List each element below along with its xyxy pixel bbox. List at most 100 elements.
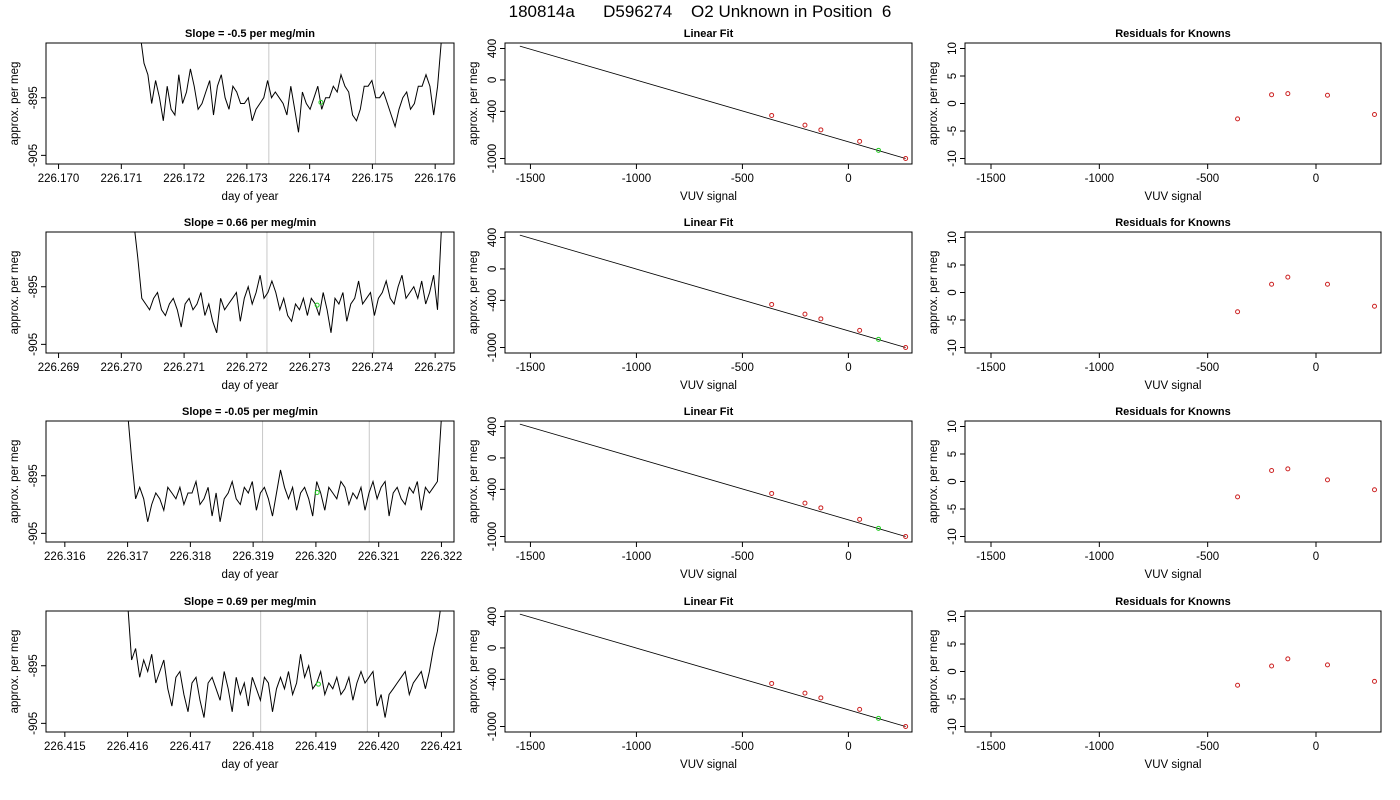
- plot-frame: [45, 610, 455, 733]
- x-axis-label: day of year: [222, 759, 279, 771]
- x-tick-label: 226.273: [289, 362, 331, 374]
- unknown-point: [315, 681, 321, 687]
- x-tick-label: 226.272: [226, 362, 268, 374]
- x-tick-label: 226.170: [38, 173, 80, 185]
- panel-time-series-3: Slope = -0.05 per meg/min 226.316 226.317 2…: [9, 406, 462, 581]
- x-tick-label: -500: [1196, 173, 1219, 185]
- plot-frame: [504, 231, 913, 354]
- plot-frame: [45, 42, 455, 165]
- x-tick-label: 0: [845, 551, 851, 563]
- y-tick-label: -1000: [487, 522, 499, 551]
- residual-point: [1324, 281, 1330, 287]
- x-tick-label: 226.271: [163, 362, 205, 374]
- residual-point: [1235, 494, 1241, 500]
- panel-linear-fit-3: Linear Fit -1500 -1000 -500 0 400 0 -400 -1000 VU…: [468, 406, 913, 581]
- residual-point: [1235, 682, 1241, 688]
- y-axis-label: approx. per meg: [9, 62, 21, 146]
- known-point: [802, 311, 808, 317]
- x-tick-label: 226.419: [295, 741, 337, 753]
- residual-point: [1285, 466, 1291, 472]
- residual-point: [1324, 477, 1330, 483]
- y-tick-label: -10: [947, 150, 959, 167]
- x-tick-label: 226.173: [226, 173, 268, 185]
- plot-frame: [504, 42, 913, 165]
- y-tick-label: -400: [487, 668, 499, 691]
- x-tick-label: 0: [1313, 362, 1319, 374]
- known-point: [903, 724, 909, 729]
- fit-line: [519, 45, 906, 159]
- y-tick-label: -10: [947, 718, 959, 735]
- residual-point: [1372, 678, 1377, 684]
- x-axis-label: VUV signal: [680, 759, 737, 771]
- y-tick-label: -895: [28, 275, 40, 298]
- x-tick-label: 226.420: [358, 741, 400, 753]
- known-point: [818, 316, 824, 322]
- known-point: [857, 138, 863, 144]
- plot-frame: [45, 420, 455, 543]
- x-axis-label: day of year: [222, 569, 279, 581]
- x-tick-label: -1000: [622, 173, 651, 185]
- known-point: [903, 534, 909, 539]
- x-tick-label: 226.318: [170, 551, 212, 563]
- x-tick-label: 226.320: [295, 551, 337, 563]
- y-axis-label: approx. per meg: [468, 440, 480, 524]
- y-tick-label: 400: [487, 607, 499, 626]
- residual-point: [1324, 92, 1330, 98]
- y-tick-label: 0: [947, 478, 959, 484]
- data-trace-line: [127, 611, 441, 718]
- data-layer: [1235, 656, 1377, 688]
- residual-point: [1235, 309, 1241, 315]
- y-tick-label: 0: [487, 77, 499, 83]
- x-tick-label: 226.176: [414, 173, 456, 185]
- data-layer: [127, 421, 442, 522]
- panel-residuals-3: Residuals for Knowns -1500 -1000 -500 0 10 5 0 -…: [928, 406, 1382, 581]
- known-point: [818, 695, 824, 701]
- x-axis-label: day of year: [222, 380, 279, 392]
- panel-title: Slope = 0.66 per meg/min: [184, 217, 317, 229]
- y-tick-label: 0: [487, 645, 499, 651]
- y-axis-label: approx. per meg: [9, 440, 21, 524]
- x-axis-label: VUV signal: [1145, 191, 1202, 203]
- panel-residuals-4: Residuals for Knowns -1500 -1000 -500 0 10 5 0 -…: [928, 596, 1382, 771]
- known-point: [802, 122, 808, 128]
- panel-title: Linear Fit: [684, 596, 734, 608]
- known-point: [903, 345, 909, 350]
- known-point: [769, 112, 775, 118]
- x-tick-label: 0: [1313, 173, 1319, 185]
- data-layer: [127, 611, 441, 718]
- fit-line: [519, 234, 906, 348]
- panel-title: Slope = -0.05 per meg/min: [182, 406, 318, 418]
- y-tick-label: 5: [947, 451, 959, 457]
- plot-frame: [964, 231, 1382, 354]
- plot-frame: [964, 610, 1382, 733]
- x-tick-label: -1500: [976, 362, 1005, 374]
- panel-time-series-2: Slope = 0.66 per meg/min 226.269 226.270 22…: [9, 217, 456, 392]
- y-tick-label: -1000: [487, 144, 499, 173]
- panel-title: Linear Fit: [684, 406, 734, 418]
- x-axis-label: VUV signal: [680, 191, 737, 203]
- panel-time-series-1: Slope = -0.5 per meg/min 226.170 226.171 22…: [9, 28, 456, 203]
- y-axis-label: approx. per meg: [928, 62, 940, 146]
- x-tick-label: 0: [1313, 741, 1319, 753]
- x-tick-label: 226.322: [421, 551, 463, 563]
- y-axis-label: approx. per meg: [928, 440, 940, 524]
- known-point: [903, 156, 909, 161]
- y-axis-label: approx. per meg: [9, 251, 21, 335]
- x-tick-label: 226.275: [414, 362, 456, 374]
- y-tick-label: -10: [947, 339, 959, 356]
- x-tick-label: -500: [731, 741, 754, 753]
- x-tick-label: -1000: [1085, 741, 1114, 753]
- panel-linear-fit-4: Linear Fit -1500 -1000 -500 0 400 0 -400 -1000 VU…: [468, 596, 913, 771]
- known-point: [818, 127, 824, 133]
- y-axis-label: approx. per meg: [928, 630, 940, 714]
- x-tick-label: -500: [731, 551, 754, 563]
- unknown-point: [876, 336, 882, 342]
- y-tick-label: -905: [28, 144, 40, 167]
- y-tick-label: -5: [947, 504, 959, 514]
- x-tick-label: 226.416: [107, 741, 149, 753]
- y-tick-label: -5: [947, 126, 959, 136]
- panel-title: Slope = -0.5 per meg/min: [185, 28, 315, 40]
- y-tick-label: -5: [947, 694, 959, 704]
- x-tick-label: 226.274: [352, 362, 394, 374]
- data-layer: [1235, 466, 1377, 500]
